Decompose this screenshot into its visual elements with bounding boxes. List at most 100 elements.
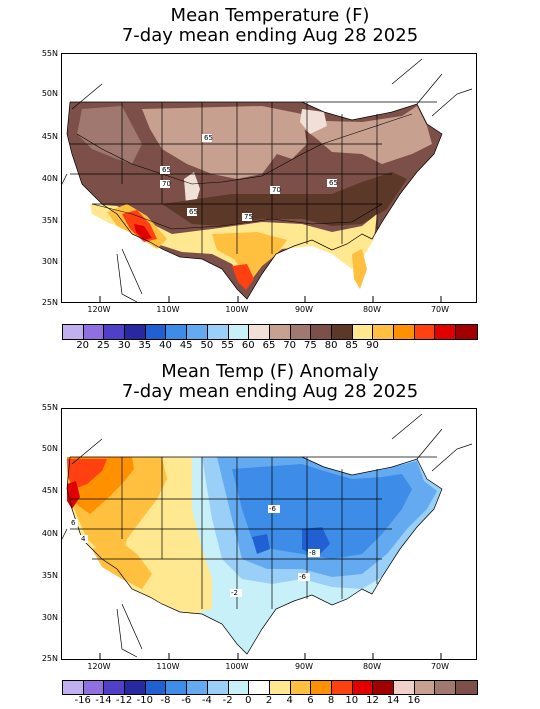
panel1-map: 65 65 70 65 70 65 75 [61,53,477,303]
contour-label: 75 [244,213,253,221]
colorbar-swatch [352,681,374,694]
colorbar-swatch [249,681,270,694]
contour-label: 65 [189,208,198,216]
panel2-map-svg: 6 4 -6 -8 -6 -2 [62,413,473,659]
colorbar-swatch [207,681,229,694]
lon-label: 100W [225,305,249,314]
state-borders [62,413,473,658]
anomaly-cool-6 [232,464,412,559]
contour-label: 65 [329,179,338,187]
lat-label: 55N [41,49,58,58]
lon-label: 100W [225,662,249,671]
colorbar-label: 45 [179,340,193,351]
temp-60-65-east [292,106,432,164]
colorbar-swatch [187,325,208,339]
colorbar-label: 90 [366,340,379,351]
contour-label: -8 [309,549,316,557]
panel1-map-svg: 65 65 70 65 70 65 75 [62,58,473,302]
colorbar-swatch [63,681,84,694]
colorbar-swatch [414,325,436,339]
panel1-colorbar [62,324,478,340]
colorbar-swatch [352,325,374,339]
colorbar-label: 75 [304,340,317,351]
colorbar-label: 4 [286,695,293,706]
colorbar-label: 14 [386,695,400,706]
anomaly-warm-8 [67,459,107,489]
colorbar-swatch [331,325,353,339]
colorbar-label: 20 [76,340,90,351]
panel2-subtitle: 7-day mean ending Aug 28 2025 [121,381,419,402]
lat-label: 25N [41,654,58,663]
contour-label: 70 [162,180,171,188]
contour-label: -6 [299,573,307,581]
colorbar-label: 12 [366,695,379,706]
lat-label: 55N [41,403,58,412]
colorbar-swatch [249,325,270,339]
temp-60-65-zone [142,106,307,179]
colorbar-swatch [290,681,312,694]
colorbar-label: 6 [307,695,314,706]
temp-70-75-zone [162,172,407,226]
colorbar-swatch [394,325,415,339]
graticule [99,296,442,302]
temp-80-85-florida [352,249,367,289]
lon-label: 110W [156,305,180,314]
colorbar-label: -10 [136,695,153,706]
colorbar-label: 8 [327,695,335,706]
colorbar-swatch [373,681,394,694]
colorbar-swatch [311,681,332,694]
lon-label: 90W [294,662,314,671]
colorbar-swatch [394,681,415,694]
anomaly-cool-8b [252,534,270,554]
colorbar-label: 16 [407,695,421,706]
lat-label: 50N [41,444,58,453]
colorbar-swatch [311,325,332,339]
lat-label: 35N [41,216,58,225]
contour-lines [76,113,413,230]
lon-label: 120W [87,305,111,314]
colorbar-label: 50 [200,340,214,351]
lon-label: 90W [294,305,314,314]
colorbar-swatch [373,325,394,339]
state-borders [62,58,473,302]
colorbar-swatch [145,681,167,694]
colorbar-swatch [269,325,291,339]
colorbar-label: 10 [345,695,359,706]
colorbar-swatch [83,325,105,339]
colorbar-label: -12 [115,695,133,706]
contour-label: 4 [81,535,86,543]
colorbar-label: 0 [245,695,252,706]
colorbar-label: 60 [241,340,255,351]
colorbar-label: 40 [159,340,172,351]
colorbar-label: 2 [265,695,273,706]
lat-label: 50N [41,89,58,98]
anomaly-warm-southwest [92,539,152,589]
panel1-subtitle: 7-day mean ending Aug 28 2025 [121,25,419,46]
colorbar-label: 55 [221,340,234,351]
temp-85-90-texas [232,264,254,290]
graticule [99,653,442,659]
panel2-map: 6 4 -6 -8 -6 -2 [61,408,477,660]
lon-label: 80W [362,305,382,314]
colorbar-label: -6 [181,695,192,706]
contour-label: -2 [231,589,238,597]
colorbar-swatch [228,325,250,339]
colorbar-swatch [166,681,188,694]
lat-label: 40N [41,174,58,183]
colorbar-label: 70 [283,340,297,351]
colorbar-swatch [166,325,188,339]
colorbar-swatch [456,325,477,339]
lon-label: 110W [156,662,180,671]
colorbar-swatch [414,681,436,694]
temp-90-zone [134,224,152,240]
lon-label: 70W [430,305,450,314]
lon-label: 80W [362,662,382,671]
lat-label: 35N [41,571,58,580]
colorbar-swatch [104,325,126,339]
colorbar-swatch [125,681,146,694]
contour-label: 65 [204,134,213,142]
panel2-title: Mean Temp (F) Anomaly [161,361,379,382]
colorbar-swatch [83,681,105,694]
lat-label: 30N [41,257,58,266]
colorbar-label: -14 [95,695,112,706]
